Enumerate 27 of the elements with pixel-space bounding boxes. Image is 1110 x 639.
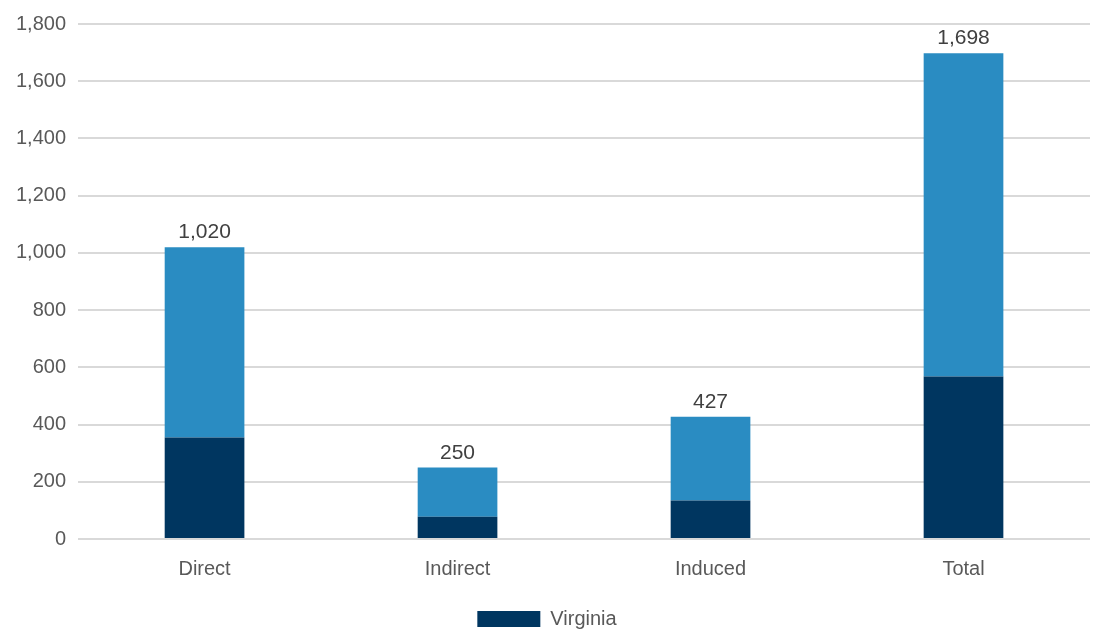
y-tick-label: 800 <box>32 297 67 320</box>
y-tick-label: 0 <box>54 526 67 549</box>
total-label: 427 <box>692 389 729 413</box>
y-tick-label: 1,600 <box>15 68 67 91</box>
bar <box>923 376 1004 538</box>
bar <box>923 53 1004 377</box>
legend-label: Virginia <box>550 606 618 629</box>
x-tick-label: Total <box>942 556 985 579</box>
y-tick-label: 1,000 <box>15 240 67 263</box>
x-tick-label: Direct <box>178 556 232 579</box>
bar <box>164 437 245 538</box>
x-tick-label: Induced <box>674 556 747 579</box>
total-label: 1,698 <box>937 25 990 49</box>
total-label: 1,020 <box>178 219 231 243</box>
bar <box>164 247 245 438</box>
bar <box>417 467 498 517</box>
y-tick-label: 1,800 <box>15 11 67 34</box>
y-tick-label: 1,400 <box>15 125 67 148</box>
y-tick-label: 600 <box>32 354 67 377</box>
bar <box>670 416 751 501</box>
y-tick-label: 1,200 <box>15 183 67 206</box>
bar <box>670 500 751 538</box>
y-tick-label: 200 <box>32 469 67 492</box>
bar <box>417 516 498 538</box>
total-label: 250 <box>440 439 476 463</box>
x-tick-label: Indirect <box>424 556 491 579</box>
y-tick-label: 400 <box>32 412 67 435</box>
